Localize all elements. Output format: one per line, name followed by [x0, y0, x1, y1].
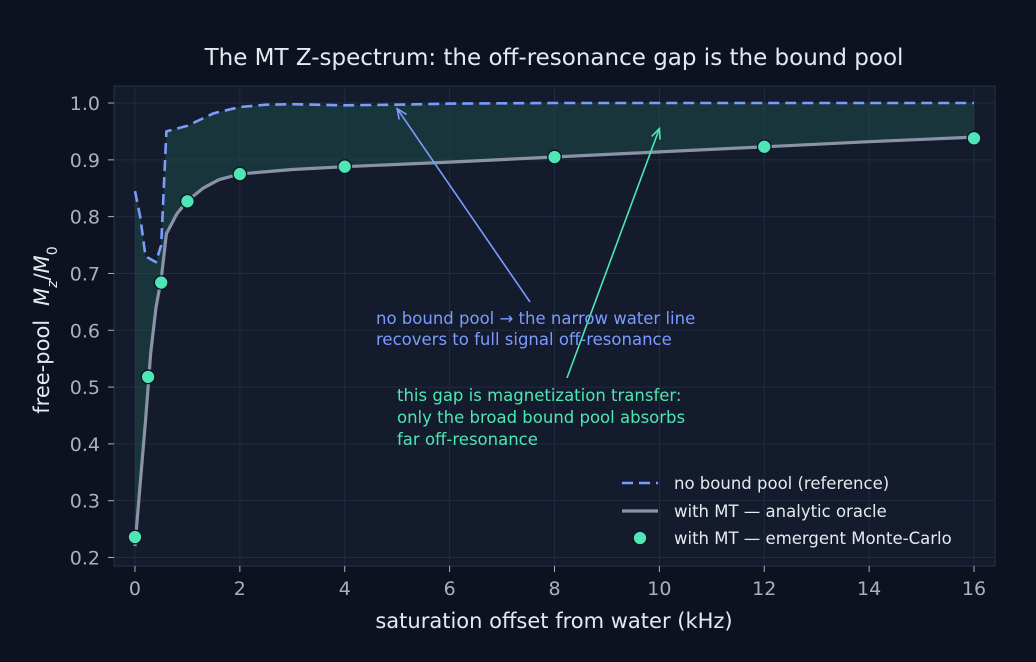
gap-note-line: only the broad bound pool absorbs	[397, 408, 685, 427]
gap-note-text: this gap is magnetization transfer: only …	[397, 386, 685, 449]
x-tick-label: 2	[234, 578, 246, 600]
legend-label: with MT — emergent Monte-Carlo	[674, 529, 952, 548]
y-tick-label: 0.8	[70, 207, 100, 229]
mt-gap-region	[135, 103, 974, 547]
series-line-reference	[133, 101, 974, 264]
monte-carlo-markers	[127, 130, 982, 545]
reference-note-line: recovers to full signal off-resonance	[376, 330, 672, 349]
axis-ticks: 0 2 4 6 8 10 12 14 16 0.2 0.3 0.4 0.5 0.6 0.7 0.8 0.9 1.0	[70, 93, 986, 600]
x-tick-label: 8	[548, 578, 560, 600]
gap-note-arrow-head	[651, 126, 661, 140]
monte-carlo-point	[547, 149, 562, 165]
y-tick-label: 0.5	[70, 377, 100, 399]
monte-carlo-point	[966, 130, 982, 146]
y-axis-label: free-poolMz/M0	[30, 246, 61, 413]
gap-note-arrow-shaft	[566, 128, 661, 379]
x-tick-label: 16	[962, 578, 986, 600]
monte-carlo-point	[127, 529, 143, 545]
gap-note-line: far off-resonance	[397, 430, 538, 449]
legend-label: with MT — analytic oracle	[674, 502, 887, 521]
reference-note-arrow-head	[396, 107, 407, 120]
y-tick-label: 1.0	[70, 93, 100, 115]
y-axis-label-prefix: free-pool	[30, 320, 54, 414]
x-tick-label: 10	[647, 578, 671, 600]
monte-carlo-point	[153, 275, 169, 290]
legend-label: no bound pool (reference)	[674, 474, 889, 493]
x-tick-label: 12	[752, 578, 776, 600]
legend: no bound pool (reference) with MT — analy…	[622, 474, 952, 548]
monte-carlo-point	[337, 159, 353, 175]
reference-note-text: no bound pool → the narrow water line rec…	[376, 309, 695, 349]
x-tick-label: 0	[129, 578, 141, 600]
y-tick-label: 0.9	[70, 150, 100, 172]
x-axis-label: saturation offset from water (kHz)	[375, 609, 732, 633]
y-tick-label: 0.4	[70, 434, 100, 456]
reference-note-line: no bound pool → the narrow water line	[376, 309, 695, 328]
series-lines	[133, 101, 975, 547]
reference-note-arrow-shaft	[396, 108, 531, 303]
legend-swatch-monte-carlo	[632, 530, 648, 546]
series-line-oracle	[133, 135, 975, 547]
y-tick-label: 0.2	[70, 547, 100, 569]
y-tick-label: 0.6	[70, 320, 100, 342]
gap-note-line: this gap is magnetization transfer:	[397, 386, 681, 405]
y-tick-label: 0.7	[70, 263, 100, 285]
chart-title: The MT Z-spectrum: the off-resonance gap…	[204, 45, 904, 71]
y-tick-label: 0.3	[70, 491, 100, 513]
monte-carlo-point	[140, 369, 156, 385]
x-tick-label: 6	[444, 578, 456, 600]
monte-carlo-point	[756, 139, 772, 155]
monte-carlo-point	[179, 193, 195, 209]
annotations: no bound pool → the narrow water line rec…	[376, 107, 695, 449]
x-tick-label: 14	[857, 578, 881, 600]
mt-gap-fill	[135, 103, 974, 547]
x-tick-label: 4	[339, 578, 351, 600]
grid-lines	[114, 86, 995, 566]
monte-carlo-point	[232, 166, 248, 182]
